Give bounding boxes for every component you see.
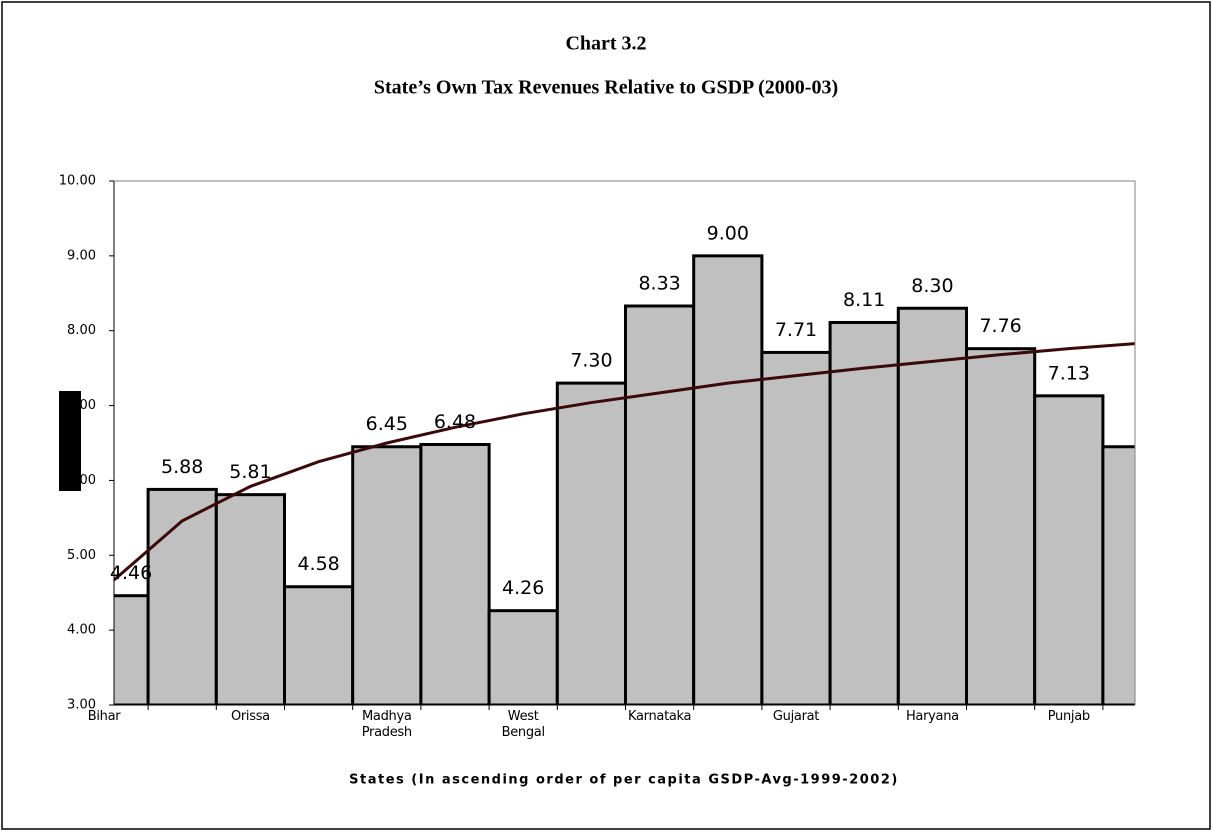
trend-line (114, 342, 1135, 582)
redaction (59, 391, 81, 491)
bar (624, 304, 696, 705)
y-tick-label: 5.00 (67, 548, 96, 563)
bar (692, 254, 764, 705)
x-tick-label: Gujarat (772, 709, 820, 724)
x-tick-label: West Bengal (501, 709, 545, 740)
x-tick-label: Haryana (905, 709, 959, 724)
data-label: 4.46 (110, 562, 152, 584)
bar (214, 493, 286, 705)
data-label: 8.33 (638, 273, 680, 295)
x-tick-label: Karnataka (627, 709, 692, 724)
data-label: 8.30 (911, 275, 953, 297)
data-label: 4.58 (297, 553, 339, 575)
bar (146, 487, 218, 705)
data-label: 7.13 (1048, 362, 1090, 384)
x-axis-title: States (In ascending order of per capita… (349, 773, 899, 788)
bar (965, 347, 1037, 705)
bar (1033, 394, 1105, 705)
bar (419, 442, 491, 705)
data-label: 7.30 (570, 350, 612, 372)
chart-subtitle: State’s Own Tax Revenues Relative to GSD… (374, 77, 838, 99)
data-label: 8.11 (843, 289, 885, 311)
y-tick-label: 9.00 (67, 248, 96, 263)
x-tick-label: Bihar (87, 709, 121, 724)
y-tick-label: 3.00 (67, 698, 96, 713)
bar (828, 320, 900, 705)
x-tick-label: Madhya Pradesh (361, 709, 412, 740)
chart-title: Chart 3.2 (565, 33, 646, 55)
data-label: 4.26 (502, 577, 544, 599)
plot-area (114, 254, 1135, 705)
y-tick-label: 4.00 (67, 623, 96, 638)
x-tick-label: Punjab (1047, 709, 1090, 724)
data-label: 5.88 (161, 456, 203, 478)
bar (351, 445, 423, 705)
bar (896, 306, 968, 705)
data-label: 6.45 (366, 413, 408, 435)
plot-border (114, 180, 1136, 705)
data-label: 9.00 (707, 222, 749, 244)
data-label: 5.81 (229, 461, 271, 483)
bar (555, 381, 627, 705)
bar (1101, 445, 1135, 705)
bar (283, 585, 355, 705)
x-tick-label: Orissa (230, 709, 270, 724)
bar (760, 350, 832, 705)
y-tick-label: 10.00 (59, 174, 96, 189)
y-tick-label: 8.00 (67, 323, 96, 338)
data-label: 7.71 (775, 319, 817, 341)
data-label: 6.48 (434, 411, 476, 433)
data-label: 7.76 (979, 315, 1021, 337)
bar (487, 609, 559, 705)
